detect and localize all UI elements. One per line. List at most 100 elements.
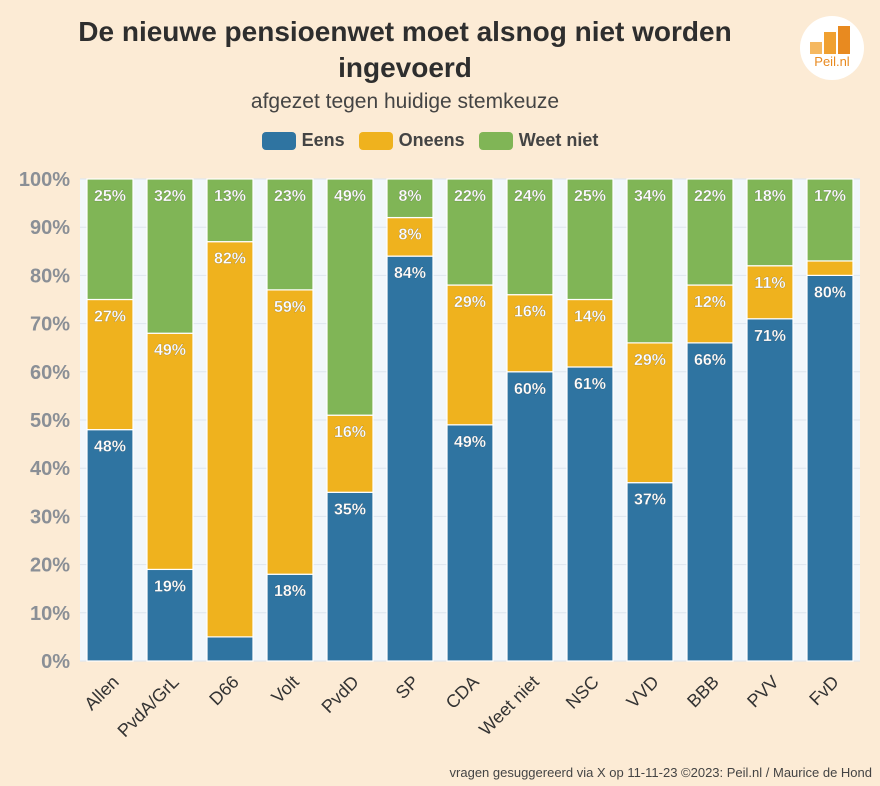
data-label: 13% bbox=[214, 188, 246, 205]
bar-segment bbox=[326, 491, 374, 662]
y-tick-label: 100% bbox=[19, 169, 70, 191]
data-label: 59% bbox=[274, 299, 306, 316]
y-tick-label: 80% bbox=[30, 265, 70, 287]
data-label: 16% bbox=[334, 424, 366, 441]
bar-segment bbox=[566, 366, 614, 662]
bar-segment bbox=[146, 178, 194, 334]
x-tick-label: FvD bbox=[805, 672, 842, 709]
data-label: 19% bbox=[154, 578, 186, 595]
bar-segment bbox=[146, 332, 194, 571]
y-tick-label: 0% bbox=[41, 651, 70, 673]
bar-segment bbox=[146, 568, 194, 662]
data-label: 48% bbox=[94, 439, 126, 456]
bar-segment bbox=[686, 342, 734, 662]
data-label: 8% bbox=[398, 227, 421, 244]
legend-swatch-oneens bbox=[358, 131, 393, 150]
bar-segment bbox=[266, 178, 314, 291]
x-tick-label: BBB bbox=[683, 672, 723, 712]
x-tick-label: Volt bbox=[267, 672, 302, 707]
y-tick-label: 90% bbox=[30, 217, 70, 239]
x-tick-label: D66 bbox=[205, 672, 242, 709]
legend-swatch-weet-niet bbox=[478, 131, 513, 150]
bar-segment bbox=[746, 178, 794, 267]
bar-segment bbox=[446, 284, 494, 426]
data-label: 84% bbox=[394, 265, 426, 282]
bar-segment bbox=[806, 178, 854, 262]
data-label: 16% bbox=[514, 304, 546, 321]
bar-segment bbox=[626, 178, 674, 344]
x-tick-label: PvdA/GrL bbox=[114, 672, 183, 741]
data-label: 18% bbox=[274, 583, 306, 600]
bar-segment bbox=[326, 414, 374, 493]
bar-segment bbox=[266, 573, 314, 662]
peil-logo: Peil.nl bbox=[800, 16, 864, 80]
x-tick-label: CDA bbox=[442, 672, 483, 713]
bar-segment bbox=[626, 482, 674, 662]
data-label: 18% bbox=[754, 188, 786, 205]
data-label: 34% bbox=[634, 188, 666, 205]
bar-segment bbox=[446, 424, 494, 662]
data-label: 80% bbox=[814, 284, 846, 301]
data-label: 35% bbox=[334, 501, 366, 518]
bar-segment bbox=[626, 342, 674, 484]
data-label: 37% bbox=[634, 492, 666, 509]
y-tick-label: 30% bbox=[30, 506, 70, 528]
data-label: 17% bbox=[814, 188, 846, 205]
bar-segment bbox=[266, 289, 314, 575]
data-label: 60% bbox=[514, 381, 546, 398]
data-label: 29% bbox=[454, 294, 486, 311]
y-tick-label: 60% bbox=[30, 362, 70, 384]
bar-segment bbox=[206, 241, 254, 638]
bar-segment bbox=[86, 429, 134, 662]
y-tick-label: 50% bbox=[30, 410, 70, 432]
bar-segment bbox=[206, 636, 254, 662]
logo-text: Peil.nl bbox=[814, 54, 850, 69]
bar-segment bbox=[566, 178, 614, 301]
bar-segment bbox=[566, 298, 614, 368]
x-tick-label: NSC bbox=[562, 672, 603, 713]
x-tick-label: Weet niet bbox=[475, 672, 543, 740]
data-label: 14% bbox=[574, 309, 606, 326]
bar-segment bbox=[746, 318, 794, 662]
bar-segment bbox=[86, 178, 134, 301]
legend-label-weet-niet: Weet niet bbox=[518, 130, 599, 150]
data-label: 23% bbox=[274, 188, 306, 205]
bar-chart-logo-icon bbox=[810, 26, 854, 54]
bar-segment bbox=[806, 274, 854, 662]
bar-segment bbox=[686, 284, 734, 344]
bar-segment bbox=[506, 178, 554, 296]
x-tick-label: Allen bbox=[80, 672, 122, 714]
data-label: 71% bbox=[754, 328, 786, 345]
x-tick-label: PVV bbox=[743, 672, 783, 712]
data-label: 49% bbox=[334, 188, 366, 205]
x-tick-label: VVD bbox=[623, 672, 663, 712]
data-label: 82% bbox=[214, 251, 246, 268]
footer-credit: vragen gesuggereerd via X op 11-11-23 ©2… bbox=[449, 765, 872, 780]
data-label: 25% bbox=[574, 188, 606, 205]
bar-segment bbox=[686, 178, 734, 286]
bar-segment bbox=[806, 260, 854, 277]
bar-segment bbox=[326, 178, 374, 416]
legend-item-weet-niet: Weet niet bbox=[478, 130, 599, 151]
bar-segment bbox=[446, 178, 494, 286]
data-label: 22% bbox=[694, 188, 726, 205]
y-tick-label: 40% bbox=[30, 458, 70, 480]
legend-label-eens: Eens bbox=[301, 130, 345, 150]
chart-title: De nieuwe pensioenwet moet alsnog niet w… bbox=[78, 16, 732, 83]
data-label: 49% bbox=[454, 434, 486, 451]
legend-swatch-eens bbox=[261, 131, 296, 150]
data-label: 25% bbox=[94, 188, 126, 205]
data-label: 12% bbox=[694, 294, 726, 311]
data-label: 49% bbox=[154, 342, 186, 359]
chart-subtitle: afgezet tegen huidige stemkeuze bbox=[250, 90, 560, 113]
data-label: 61% bbox=[574, 376, 606, 393]
x-tick-label: SP bbox=[392, 672, 423, 703]
bar-segment bbox=[206, 178, 254, 243]
data-label: 24% bbox=[514, 188, 546, 205]
data-label: 11% bbox=[754, 275, 785, 292]
chart-legend: Eens Oneens Weet niet bbox=[0, 130, 860, 151]
data-label: 27% bbox=[94, 309, 126, 326]
data-label: 29% bbox=[634, 352, 666, 369]
legend-item-eens: Eens bbox=[261, 130, 345, 151]
